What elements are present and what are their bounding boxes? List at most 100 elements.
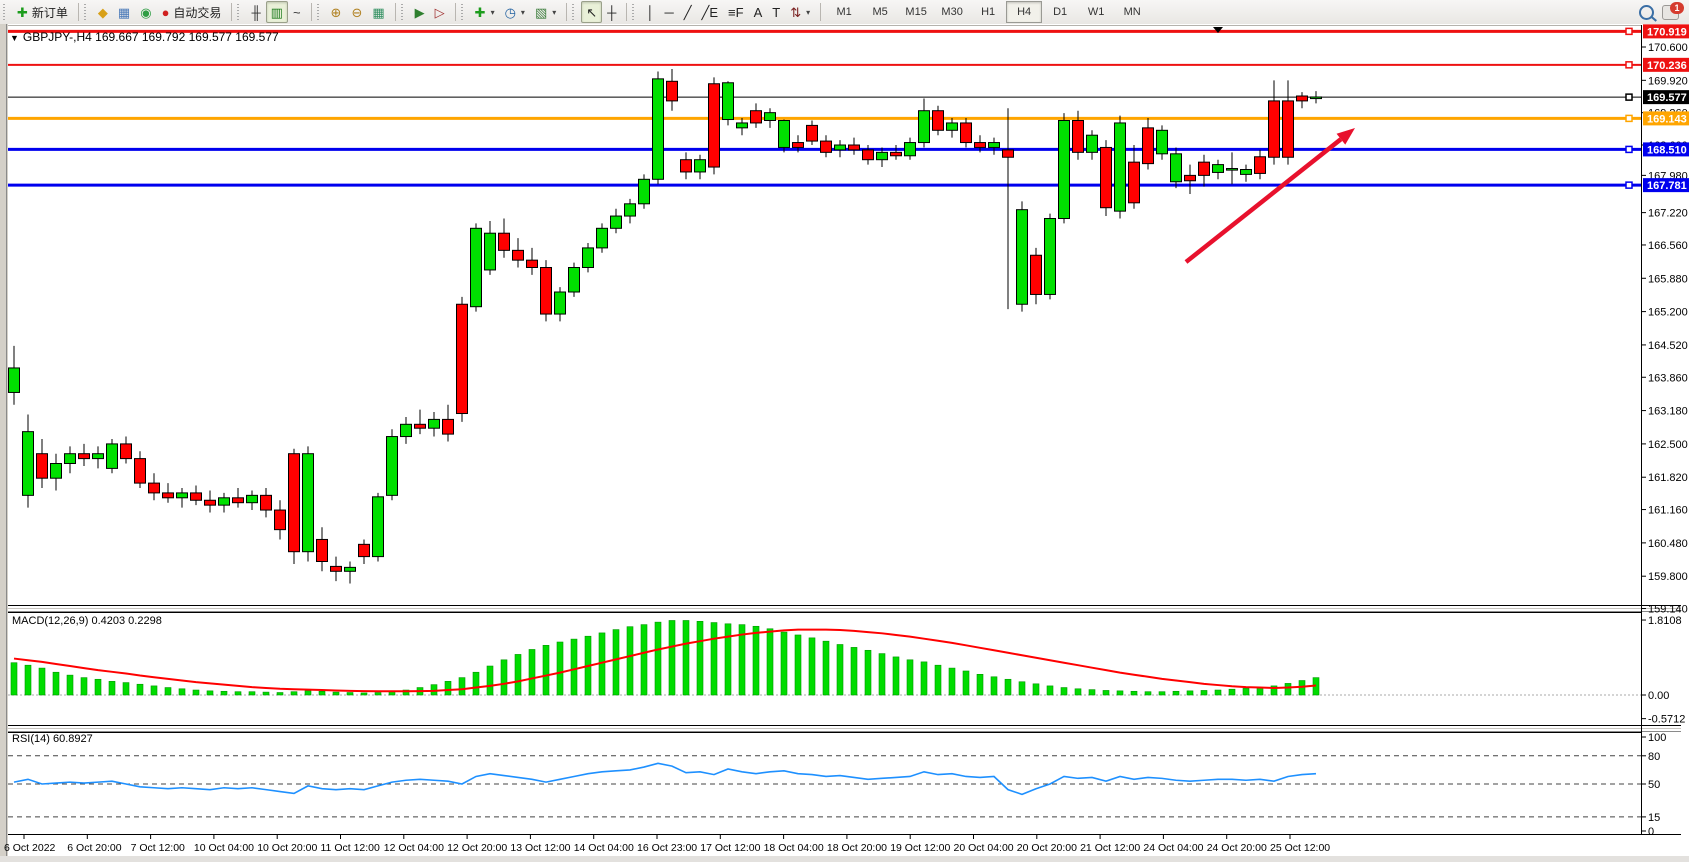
candle [1268, 100, 1280, 158]
level-handle[interactable] [1625, 27, 1633, 36]
candle [1310, 96, 1322, 100]
macd-axis-label: 0.00 [1648, 690, 1669, 702]
macd-bar [612, 629, 620, 696]
arrows-button-dropdown-caret[interactable]: ▾ [806, 7, 811, 17]
line-chart-button[interactable]: ~ [288, 1, 306, 23]
candle [1212, 164, 1224, 173]
navigator-icon[interactable]: ▦ [113, 1, 135, 23]
candle [778, 120, 790, 148]
market-watch-icon[interactable]: ◆ [93, 1, 113, 23]
notifications-icon[interactable]: 1 [1662, 1, 1684, 20]
periods-button[interactable]: ◷ ▾ [500, 1, 530, 23]
candle [1142, 127, 1154, 165]
timeframe-h4-button[interactable]: H4 [1006, 1, 1043, 23]
price-level-badges: 170.919 170.236 169.577 169.143 168.510 167.7… [1643, 24, 1689, 193]
level-handle[interactable] [1625, 114, 1633, 123]
crosshair-button[interactable]: ┼ [602, 1, 621, 23]
candle [834, 144, 846, 151]
candle [218, 497, 230, 506]
candle [372, 496, 384, 558]
timeframe-mn-button[interactable]: MN [1123, 6, 1141, 18]
level-handle[interactable] [1625, 61, 1633, 69]
periods-button-dropdown-caret[interactable]: ▾ [520, 7, 525, 17]
chart-shift-button[interactable]: ▷ [430, 1, 450, 23]
arrows-button[interactable]: ⇅ ▾ [785, 1, 815, 23]
vertical-line-button[interactable]: │ [641, 1, 659, 23]
autotrading-button-label: 自动交易 [173, 5, 222, 20]
fibonacci-button[interactable]: ≡F [723, 1, 749, 23]
indicators-button[interactable]: ✚ ▾ [470, 1, 500, 23]
macd-bar [850, 647, 858, 696]
level-handle[interactable] [1625, 93, 1633, 101]
macd-bar [374, 692, 382, 696]
candle [666, 80, 678, 102]
candle [288, 453, 300, 553]
chart-canvas[interactable]: 170.600169.920169.260168.600167.980167.2… [0, 24, 1689, 862]
timeframe-h1-button[interactable]: H1 [981, 6, 996, 18]
macd-bar [136, 683, 144, 696]
cursor-button[interactable]: ↖ [581, 1, 603, 23]
level-handle[interactable] [1625, 181, 1633, 189]
candle [638, 178, 650, 205]
zoom-out-button[interactable]: ⊖ [346, 1, 367, 23]
date-tick-label: 19 Oct 12:00 [890, 842, 950, 854]
candlestick-layer [8, 69, 1322, 584]
new-order-button[interactable]: ✚ 新订单 [12, 1, 73, 23]
macd-bar [262, 691, 270, 696]
bar-chart-button[interactable]: ╫ [246, 1, 265, 23]
macd-bar [500, 659, 508, 696]
price-badge-170.236 [1643, 57, 1689, 72]
timeframe-w1-button[interactable]: W1 [1087, 6, 1105, 18]
signals-icon[interactable]: ◉ [135, 1, 156, 23]
arrow-head[interactable] [1336, 128, 1355, 145]
candle [1170, 153, 1182, 183]
macd-bar [906, 659, 914, 696]
candle [918, 110, 930, 144]
macd-signal-line [13, 628, 1317, 693]
candle [1128, 161, 1140, 204]
timeframe-d1-button[interactable]: D1 [1053, 6, 1068, 18]
trendline-icon: ╱ [683, 4, 692, 20]
level-handle[interactable] [1625, 145, 1633, 154]
indicators-button-dropdown-caret[interactable]: ▾ [490, 7, 495, 17]
auto-scroll-button[interactable]: ▶ [410, 1, 430, 23]
candle [162, 492, 174, 499]
templates-button-dropdown-caret[interactable]: ▾ [552, 7, 557, 17]
trendline-button[interactable]: ╱ [679, 1, 697, 23]
macd-bar [248, 691, 256, 696]
macd-bar [234, 691, 242, 696]
macd-bar [710, 622, 718, 696]
candle [232, 497, 244, 504]
zoom-in-button[interactable]: ⊕ [326, 1, 347, 23]
timeframe-m15-button[interactable]: M15 [905, 6, 927, 18]
candlestick-chart-button[interactable]: ▥ [265, 1, 288, 23]
price-tick-label: 165.200 [1648, 307, 1688, 319]
chart-window[interactable]: 170.600169.920169.260168.600167.980167.2… [0, 24, 1689, 862]
tile-windows-button[interactable]: ▦ [367, 1, 389, 23]
timeframe-m1-button[interactable]: M1 [836, 6, 852, 18]
macd-bar [1060, 687, 1068, 696]
templates-button[interactable]: ▧ ▾ [530, 1, 561, 23]
auto-scroll-icon: ▶ [414, 4, 425, 20]
text-button[interactable]: A [749, 1, 768, 23]
candle [442, 418, 454, 435]
price-badge-168.510 [1643, 142, 1689, 157]
horizontal-line-button[interactable]: ─ [660, 1, 679, 23]
candle [498, 232, 510, 251]
candle [764, 112, 776, 122]
timeframe-m30-button[interactable]: M30 [941, 6, 963, 18]
macd-bar [766, 628, 774, 696]
vertical-line-icon: │ [646, 4, 655, 20]
candle [428, 418, 440, 429]
text-label-button[interactable]: T [767, 1, 785, 23]
equidistant-channel-button[interactable]: ╱E [697, 1, 724, 23]
price-tick-label: 159.140 [1648, 604, 1688, 616]
candle [386, 436, 398, 496]
search-icon[interactable] [1639, 4, 1654, 20]
candle [512, 249, 524, 261]
timeframe-m5-button[interactable]: M5 [872, 6, 888, 18]
chart-shift-marker[interactable] [1213, 27, 1223, 33]
horizontal-line-icon: ─ [664, 4, 674, 20]
autotrading-button[interactable]: ● 自动交易 [157, 1, 227, 23]
crosshair-icon: ┼ [607, 4, 617, 20]
